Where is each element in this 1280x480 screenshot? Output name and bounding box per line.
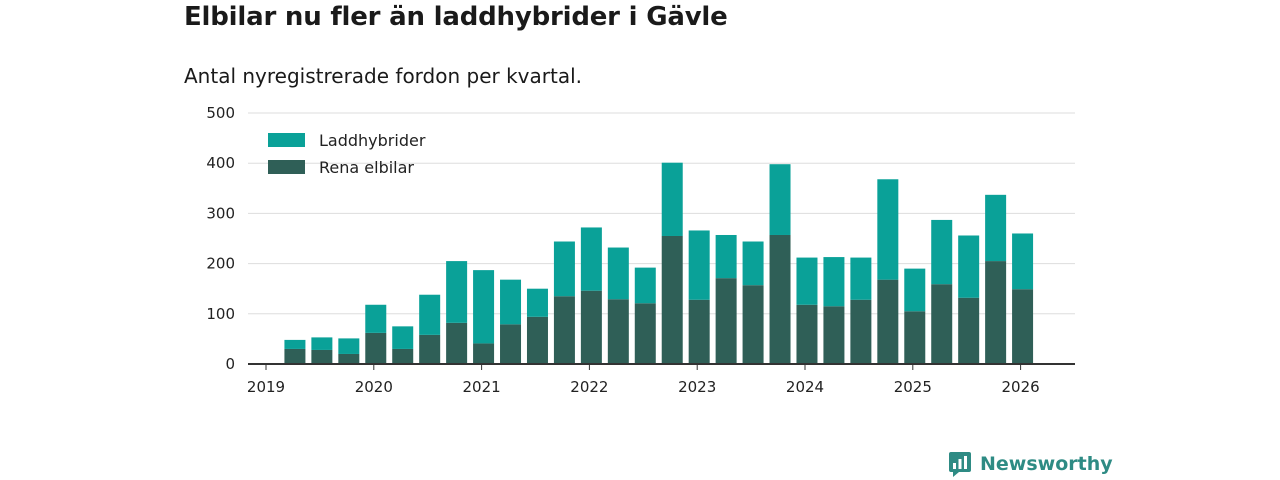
x-tick-label: 2026 <box>1002 378 1040 396</box>
bar-laddhybrider <box>958 235 980 298</box>
legend-label-laddhybrider: Laddhybrider <box>319 131 426 150</box>
y-tick-label: 300 <box>206 204 235 222</box>
x-tick-label: 2019 <box>247 378 285 396</box>
bar-laddhybrider <box>553 241 575 297</box>
bar-rena-elbilar <box>500 324 522 364</box>
bar-laddhybrider <box>311 337 333 350</box>
bar-laddhybrider <box>742 241 764 286</box>
bar-rena-elbilar <box>661 235 683 364</box>
y-tick-label: 100 <box>206 305 235 323</box>
bar-rena-elbilar <box>904 311 926 364</box>
legend-swatch-rena-elbilar <box>268 160 305 174</box>
bar-rena-elbilar <box>284 348 306 364</box>
bar-laddhybrider <box>392 326 414 349</box>
bar-rena-elbilar <box>931 284 953 364</box>
bar-laddhybrider <box>904 268 926 312</box>
bar-laddhybrider <box>473 270 495 344</box>
brand: Newsworthy <box>948 450 1113 478</box>
stacked-bar-chart: 0 100 200 300 400 500 2019 2020 2021 2022 2023 202… <box>206 104 1075 396</box>
y-tick-label: 200 <box>206 255 235 273</box>
bar-laddhybrider <box>769 164 791 235</box>
bar-rena-elbilar <box>365 332 387 364</box>
chart-title: Elbilar nu fler än laddhybrider i Gävle <box>184 2 728 32</box>
bar-rena-elbilar <box>526 316 548 364</box>
bar-laddhybrider <box>446 261 468 323</box>
bar-laddhybrider <box>500 279 522 325</box>
y-tick-label: 0 <box>225 355 235 373</box>
bar-laddhybrider <box>526 288 548 317</box>
y-tick-label: 500 <box>206 104 235 122</box>
bar-laddhybrider <box>796 257 818 305</box>
bar-rena-elbilar <box>553 296 575 364</box>
chart-subtitle: Antal nyregistrerade fordon per kvartal. <box>184 64 583 88</box>
bar-rena-elbilar <box>715 278 737 364</box>
bar-rena-elbilar <box>796 304 818 364</box>
bar-laddhybrider <box>823 257 845 307</box>
legend: Laddhybrider Rena elbilar <box>268 131 426 177</box>
bar-laddhybrider <box>715 234 737 279</box>
bar-laddhybrider <box>338 338 360 354</box>
x-tick-label: 2022 <box>570 378 608 396</box>
y-axis-ticks: 0 100 200 300 400 500 <box>206 104 235 373</box>
bar-rena-elbilar <box>580 290 602 364</box>
brand-name: Newsworthy <box>980 453 1113 475</box>
bar-laddhybrider <box>688 230 710 300</box>
bar-rena-elbilar <box>823 306 845 364</box>
bar-laddhybrider <box>850 257 872 300</box>
bar-rena-elbilar <box>634 303 656 364</box>
x-tick-label: 2020 <box>355 378 393 396</box>
bar-laddhybrider <box>634 267 656 304</box>
bar-laddhybrider <box>661 162 683 236</box>
bar-rena-elbilar <box>985 261 1007 364</box>
bar-laddhybrider <box>985 194 1007 262</box>
bar-rena-elbilar <box>688 299 710 364</box>
y-tick-label: 400 <box>206 154 235 172</box>
newsworthy-logo-icon <box>949 452 971 477</box>
bar-laddhybrider <box>419 294 441 335</box>
bar-rena-elbilar <box>958 297 980 364</box>
bar-rena-elbilar <box>473 343 495 364</box>
bars <box>284 162 1034 364</box>
bar-rena-elbilar <box>392 348 414 364</box>
x-tick-label: 2023 <box>678 378 716 396</box>
bar-rena-elbilar <box>607 299 629 364</box>
bar-rena-elbilar <box>419 334 441 364</box>
x-tick-label: 2025 <box>894 378 932 396</box>
bar-laddhybrider <box>365 304 387 333</box>
bar-rena-elbilar <box>446 322 468 364</box>
bar-rena-elbilar <box>742 285 764 364</box>
bar-laddhybrider <box>284 339 306 349</box>
bar-rena-elbilar <box>769 234 791 364</box>
x-tick-label: 2021 <box>463 378 501 396</box>
bar-laddhybrider <box>1012 233 1034 290</box>
bar-laddhybrider <box>607 247 629 300</box>
legend-swatch-laddhybrider <box>268 133 305 147</box>
bar-rena-elbilar <box>877 279 899 364</box>
legend-label-rena-elbilar: Rena elbilar <box>319 158 414 177</box>
bar-laddhybrider <box>580 227 602 291</box>
x-tick-label: 2024 <box>786 378 824 396</box>
bar-rena-elbilar <box>338 353 360 364</box>
bar-rena-elbilar <box>1012 289 1034 364</box>
x-axis: 2019 2020 2021 2022 2023 2024 2025 2026 <box>247 363 1075 396</box>
bar-laddhybrider <box>931 219 953 285</box>
bar-laddhybrider <box>877 179 899 280</box>
bar-rena-elbilar <box>311 349 333 364</box>
bar-rena-elbilar <box>850 299 872 364</box>
